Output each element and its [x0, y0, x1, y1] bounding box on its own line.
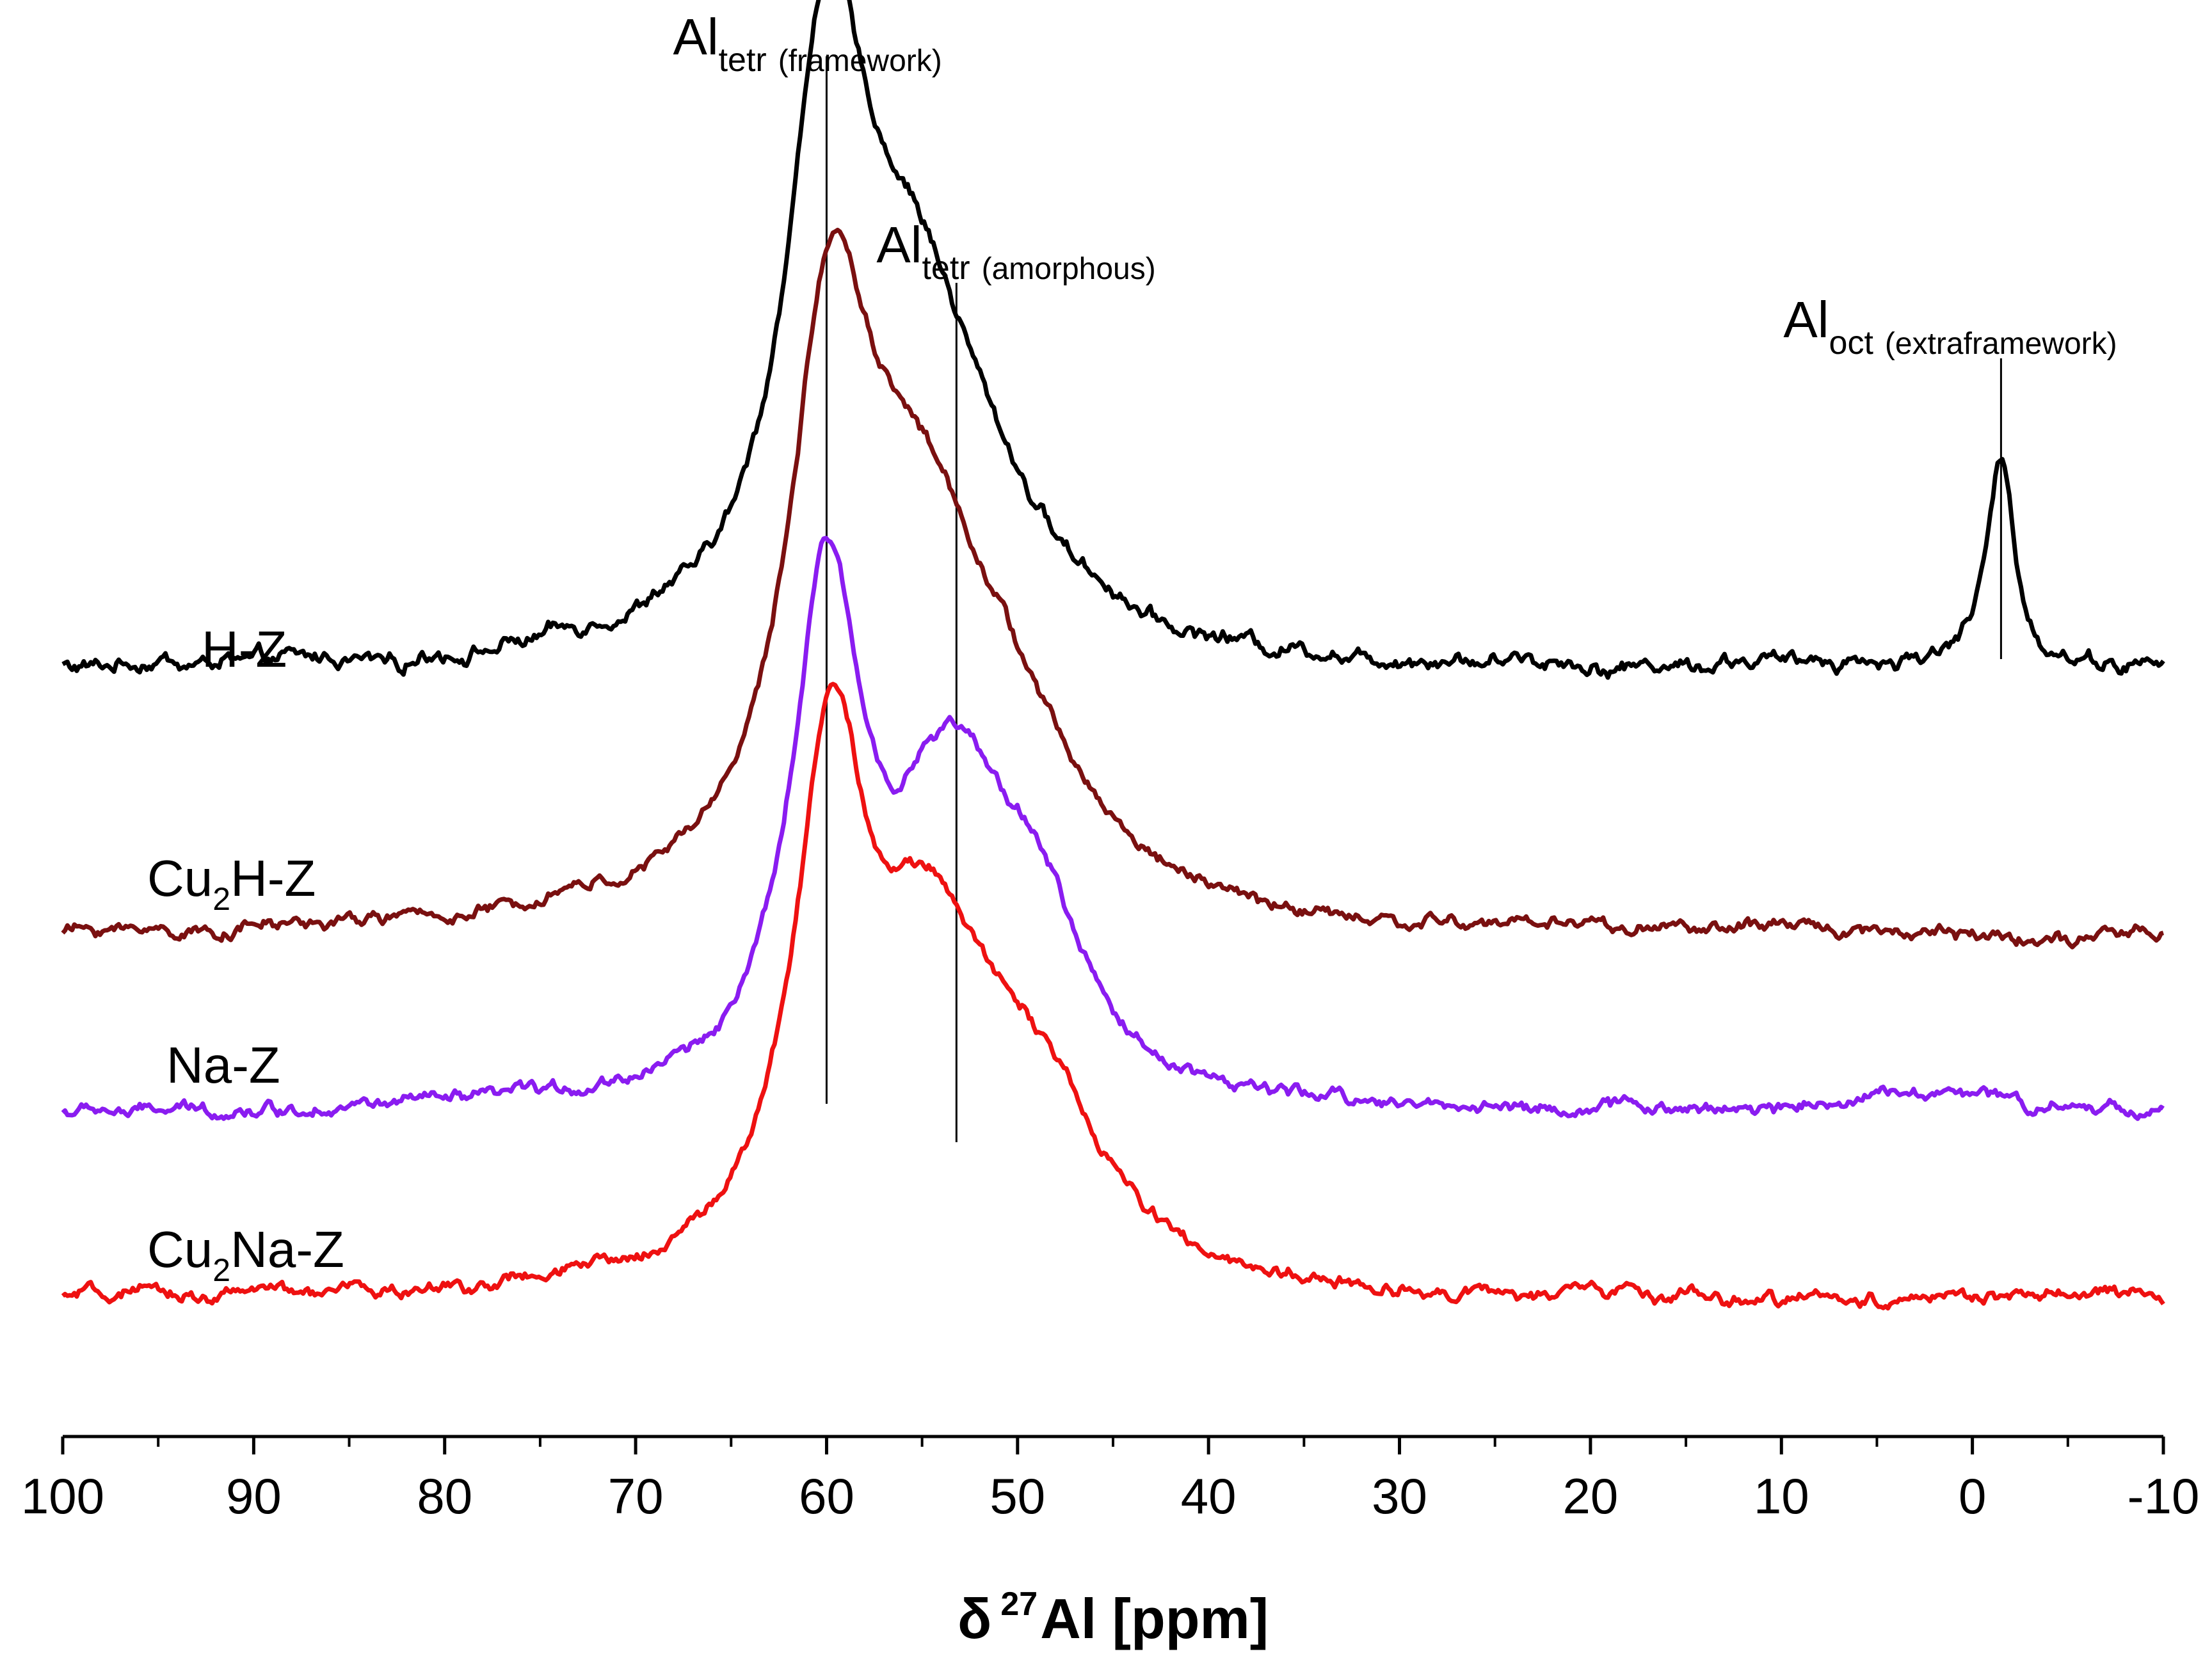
x-tick-label: -10: [2128, 1468, 2200, 1524]
x-tick-label: 50: [990, 1468, 1045, 1524]
x-axis-title-isotope: 27: [1000, 1586, 1038, 1623]
series-label-Cu2Na-Z: Cu2Na-Z: [147, 1221, 344, 1288]
x-axis: 100 90 80 70 60 50 40 30 20 10 0 -10: [21, 1435, 2200, 1524]
x-axis-title: δ 27Al [ppm]: [958, 1586, 1269, 1650]
series-line-Na-Z: [61, 536, 2165, 1121]
x-axis-title-symbol: δ: [958, 1587, 991, 1650]
x-tick-label: 0: [1959, 1468, 1986, 1524]
series-layer: [61, 0, 2165, 1311]
x-tick-label: 10: [1754, 1468, 1809, 1524]
series-label-layer: H-Z Cu2H-Z Na-Z Cu2Na-Z: [147, 621, 344, 1288]
x-tick-label: 40: [1181, 1468, 1237, 1524]
annotation-label-Al-tetr-amorphous: Altetr (amorphous): [876, 216, 1155, 287]
x-tick-label: 100: [21, 1468, 104, 1524]
x-tick-label: 60: [799, 1468, 854, 1524]
annotation-label-Al-oct-extraframework: Aloct (extraframework): [1783, 291, 2117, 362]
x-axis-title-rest: Al [ppm]: [1040, 1587, 1269, 1650]
series-label-Cu2H-Z: Cu2H-Z: [147, 850, 316, 917]
x-tick-label: 70: [608, 1468, 664, 1524]
x-tick-label: 20: [1563, 1468, 1619, 1524]
x-tick-label: 90: [226, 1468, 282, 1524]
x-tick-label: 30: [1372, 1468, 1427, 1524]
series-line-Cu2Na-Z: [61, 681, 2165, 1311]
annotation-layer: Altetr (framework)Altetr (amorphous)Aloct(…: [673, 8, 2117, 1142]
series-label-Na-Z: Na-Z: [166, 1037, 280, 1094]
series-line-Cu2H-Z: [61, 227, 2165, 950]
series-line-H-Z: [61, 0, 2165, 680]
x-tick-label: 80: [417, 1468, 472, 1524]
series-label-H-Z: H-Z: [202, 621, 287, 678]
